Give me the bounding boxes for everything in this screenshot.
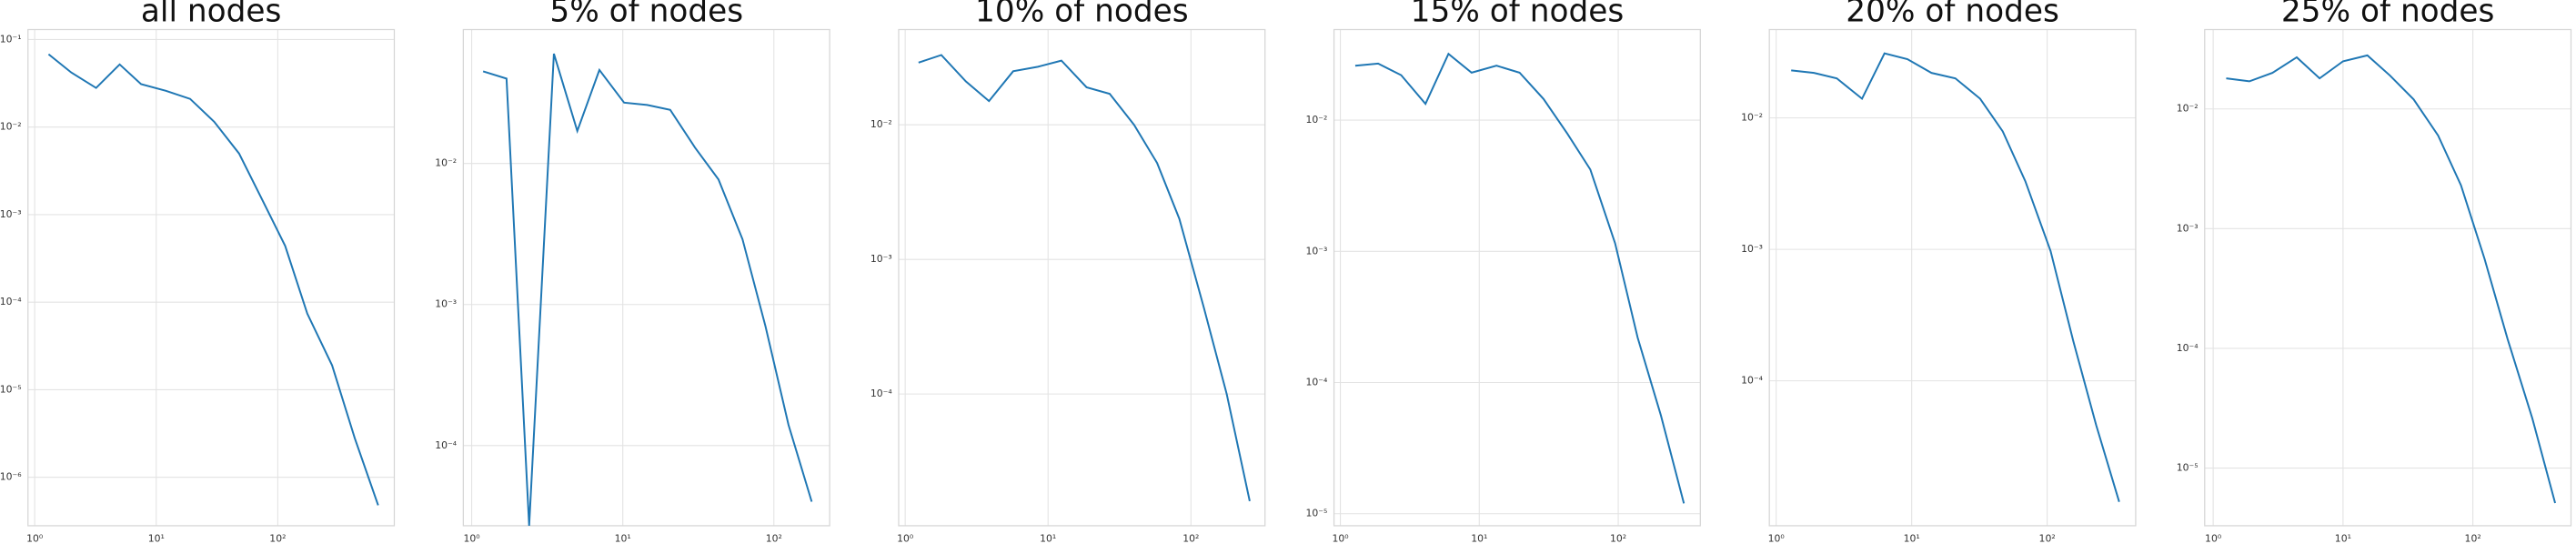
subplot: 10⁻² 10⁻³ 10⁻⁴ 10⁻⁵ 10⁰ 10¹ 10² 25% of nodes — [2177, 0, 2572, 544]
y-tick-label: 10⁻¹ — [0, 33, 22, 45]
plot-frame — [1768, 28, 2137, 527]
y-tick-label: 10⁻³ — [1741, 243, 1763, 255]
y-tick-label: 10⁻⁴ — [435, 439, 457, 451]
y-tick-label: 10⁻⁴ — [870, 388, 892, 399]
x-tick-label: 10⁰ — [1768, 532, 1785, 544]
chart-title: all nodes — [141, 0, 281, 29]
x-tick-label: 10¹ — [615, 532, 631, 544]
y-tick-label: 10⁻⁶ — [0, 471, 22, 483]
subplot: 10⁻² 10⁻³ 10⁻⁴ 10⁻⁵ 10⁰ 10¹ 10² 15% of nodes — [1306, 0, 1701, 544]
data-line — [918, 54, 1251, 502]
data-line — [482, 53, 813, 526]
plot-frame — [27, 28, 396, 527]
chart-title: 5% of nodes — [549, 0, 743, 29]
data-line — [1354, 52, 1685, 504]
x-tick-label: 10¹ — [148, 532, 165, 544]
x-tick-label: 10² — [1182, 532, 1199, 544]
y-tick-label: 10⁻⁵ — [1306, 508, 1328, 519]
x-tick-label: 10⁰ — [2205, 532, 2221, 544]
y-tick-label: 10⁻⁴ — [2177, 342, 2199, 354]
data-line — [2226, 54, 2557, 504]
subplot: 10⁻² 10⁻³ 10⁻⁴ 10⁰ 10¹ 10² 20% of nodes — [1741, 0, 2137, 544]
x-tick-label: 10¹ — [1904, 532, 1920, 544]
chart-title: 10% of nodes — [975, 0, 1189, 29]
y-tick-label: 10⁻² — [435, 157, 457, 169]
subplot: 10⁻² 10⁻³ 10⁻⁴ 10⁰ 10¹ 10² 5% of nodes — [435, 0, 830, 544]
y-tick-label: 10⁻³ — [870, 253, 892, 265]
y-tick-label: 10⁻⁵ — [2177, 462, 2199, 474]
plot-frame — [2204, 28, 2572, 527]
x-tick-label: 10² — [2039, 532, 2056, 544]
data-line — [1791, 52, 2120, 502]
subplot: 10⁻¹ 10⁻² 10⁻³ 10⁻⁴ 10⁻⁵ 10⁻⁶ 10⁰ 10¹ 10² all nod… — [0, 0, 396, 544]
x-tick-label: 10⁰ — [897, 532, 913, 544]
chart-title: 15% of nodes — [1411, 0, 1625, 29]
plot-frame — [1333, 28, 1701, 527]
data-line — [47, 53, 379, 506]
y-tick-label: 10⁻⁵ — [0, 383, 22, 395]
subplot: 10⁻² 10⁻³ 10⁻⁴ 10⁰ 10¹ 10² 10% of nodes — [870, 0, 1266, 544]
y-tick-label: 10⁻³ — [0, 208, 22, 220]
y-tick-label: 10⁻⁴ — [1306, 377, 1328, 388]
x-tick-label: 10² — [1610, 532, 1626, 544]
x-tick-label: 10² — [766, 532, 782, 544]
x-tick-label: 10⁰ — [26, 532, 43, 544]
y-tick-label: 10⁻⁴ — [0, 296, 22, 307]
x-tick-label: 10¹ — [1040, 532, 1056, 544]
x-tick-label: 10² — [2465, 532, 2481, 544]
y-tick-label: 10⁻⁴ — [1741, 375, 1763, 387]
plot-frame — [462, 28, 830, 527]
x-tick-label: 10¹ — [1471, 532, 1487, 544]
y-tick-label: 10⁻² — [2177, 103, 2199, 115]
x-tick-label: 10² — [269, 532, 286, 544]
plot-frame — [898, 28, 1266, 527]
x-tick-label: 10¹ — [2335, 532, 2351, 544]
x-tick-label: 10⁰ — [464, 532, 480, 544]
y-tick-label: 10⁻² — [1306, 114, 1328, 126]
y-tick-label: 10⁻² — [0, 121, 22, 133]
chart-title: 25% of nodes — [2281, 0, 2495, 29]
y-tick-label: 10⁻³ — [435, 298, 457, 310]
y-tick-label: 10⁻² — [870, 118, 892, 130]
y-tick-label: 10⁻² — [1741, 112, 1763, 124]
x-tick-label: 10⁰ — [1332, 532, 1348, 544]
chart-title: 20% of nodes — [1846, 0, 2059, 29]
y-tick-label: 10⁻³ — [2177, 222, 2199, 234]
y-tick-label: 10⁻³ — [1306, 245, 1328, 257]
